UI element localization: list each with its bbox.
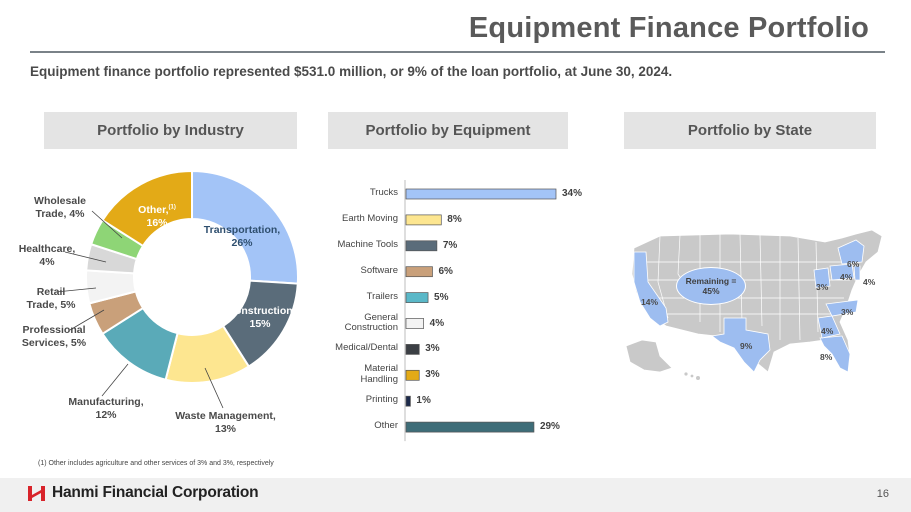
donut-label-healthcare: Healthcare, 4%	[18, 243, 76, 268]
bar-value-label: 8%	[447, 213, 462, 225]
state-new-york	[837, 239, 865, 265]
footer-bar	[0, 478, 911, 512]
map-label-tx: 9%	[740, 341, 753, 351]
state-alaska	[625, 339, 673, 373]
donut-label-waste-management: Waste Management, 13%	[175, 410, 276, 435]
title-divider	[30, 51, 885, 53]
donut-leader-line-4	[101, 363, 129, 397]
bar-category-label: Trailers	[366, 290, 398, 302]
donut-leader-line-2	[55, 287, 97, 293]
bar-category-label: Software	[360, 264, 399, 276]
donut-label-other: Other,(1) 16%	[138, 204, 176, 229]
donut-label-wholesale-trade: Wholesale Trade, 4%	[34, 195, 86, 220]
map-label-ga: 4%	[821, 326, 834, 336]
map-label-nc: 3%	[841, 307, 854, 317]
bar-category-label: Printing	[365, 394, 398, 406]
state-florida	[819, 335, 851, 373]
section-header-industry: Portfolio by Industry	[44, 112, 297, 149]
section-header-state: Portfolio by State	[624, 112, 876, 149]
bar-3	[405, 266, 433, 278]
bar-6	[405, 344, 420, 355]
map-remaining-bubble: Remaining = 45%	[676, 267, 746, 305]
map-label-nj: 4%	[863, 277, 876, 287]
bar-value-label: 34%	[562, 188, 583, 199]
state-north-carolina	[825, 299, 859, 317]
state-ohio	[813, 267, 831, 289]
state-texas	[711, 317, 771, 373]
donut-leader-line-3	[69, 309, 105, 331]
bar-5	[405, 318, 424, 329]
map-label-ca: 14%	[641, 297, 659, 307]
footnote: (1) Other includes agriculture and other…	[38, 460, 274, 467]
state-hawaii	[684, 372, 700, 380]
bar-category-label: Other	[374, 420, 398, 432]
bar-value-label: 4%	[429, 317, 445, 329]
donut-leader-line-5	[204, 367, 224, 409]
donut-slice-8	[101, 169, 193, 248]
company-logo: Hanmi Financial Corporation	[28, 484, 259, 502]
map-label-fl: 8%	[820, 352, 833, 362]
bar-category-label: Earth Moving	[342, 212, 398, 224]
bar-8	[405, 395, 411, 407]
donut-label-transportation: Transportation, 26%	[203, 224, 281, 249]
donut-label-professional-services: Professional Services, 5%	[21, 324, 87, 349]
bar-7	[405, 369, 420, 381]
page-title: Equipment Finance Portfolio	[468, 12, 869, 44]
bar-category-label: Trucks	[369, 187, 398, 198]
bar-9	[405, 421, 535, 433]
bar-value-label: 1%	[416, 395, 431, 407]
page-subtitle: Equipment finance portfolio represented …	[30, 64, 673, 79]
map-label-pa: 4%	[840, 272, 853, 282]
bar-value-label: 3%	[425, 369, 440, 381]
map-label-oh: 3%	[816, 282, 829, 292]
bar-value-label: 3%	[425, 343, 440, 355]
bar-category-label: Machine Tools	[337, 238, 398, 250]
bar-category-label: General Construction	[344, 311, 398, 334]
page-number: 16	[876, 488, 889, 500]
map-label-ny: 6%	[847, 259, 860, 269]
hanmi-logo-icon	[28, 486, 45, 501]
bar-category-label: Material Handling	[360, 363, 399, 386]
donut-label-manufacturing: Manufacturing, 12%	[68, 396, 144, 421]
donut-leader-line-0	[91, 210, 123, 239]
us-state-map	[625, 229, 883, 380]
company-name: Hanmi Financial Corporation	[52, 484, 259, 501]
donut-leader-line-1	[64, 251, 107, 263]
bar-2	[405, 240, 438, 252]
state-california	[633, 251, 669, 327]
donut-slice-0	[191, 169, 299, 285]
bar-0	[405, 188, 557, 200]
state-new-jersey	[853, 265, 861, 281]
bar-category-label: Medical/Dental	[335, 342, 398, 354]
bar-value-label: 7%	[442, 239, 458, 251]
state-pennsylvania	[829, 263, 855, 281]
donut-label-construction: Construction 15%	[227, 305, 293, 330]
bar-1	[405, 214, 442, 226]
donut-label-retail-trade: Retail Trade, 5%	[26, 286, 76, 311]
bar-value-label: 29%	[539, 421, 560, 433]
state-georgia	[817, 315, 841, 339]
section-header-equipment: Portfolio by Equipment	[328, 112, 568, 149]
bar-4	[405, 292, 429, 303]
bar-value-label: 5%	[434, 291, 449, 303]
bar-value-label: 6%	[438, 265, 453, 277]
